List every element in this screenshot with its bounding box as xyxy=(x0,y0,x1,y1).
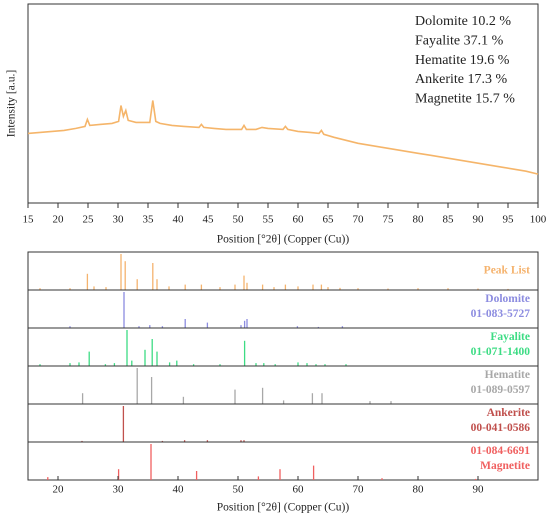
phase-label: Magnetite xyxy=(480,460,530,472)
x-tick-label: 20 xyxy=(53,484,65,496)
x-tick-label: 15 xyxy=(23,214,35,226)
x-tick-label: 60 xyxy=(293,484,305,496)
phase-fraction: Hematite 19.6 % xyxy=(415,53,510,68)
x-tick-label: 80 xyxy=(413,484,425,496)
y-axis-label: Intensity [a.u.] xyxy=(6,70,18,137)
x-tick-label: 85 xyxy=(443,214,455,226)
x-tick-label: 35 xyxy=(143,214,155,226)
x-tick-label: 80 xyxy=(413,214,425,226)
x-tick-label: 70 xyxy=(353,214,365,226)
x-tick-label: 60 xyxy=(293,214,305,226)
x-tick-label: 50 xyxy=(233,214,245,226)
x-axis-label: Position [°2θ] (Copper (Cu)) xyxy=(217,234,350,246)
x-tick-label: 20 xyxy=(53,214,65,226)
phase-label: Ankerite xyxy=(487,407,530,419)
x-tick-label: 75 xyxy=(383,214,395,226)
x-tick-label: 65 xyxy=(323,214,335,226)
xrd-pattern xyxy=(27,100,539,175)
plot-frame xyxy=(27,3,539,204)
x-tick-label: 90 xyxy=(473,484,485,496)
x-tick-label: 40 xyxy=(173,214,185,226)
phase-label: 00-041-0586 xyxy=(471,422,531,434)
x-tick-label: 30 xyxy=(113,484,125,496)
x-tick-label: 95 xyxy=(503,214,515,226)
phase-fraction: Dolomite 10.2 % xyxy=(415,14,511,29)
x-tick-label: 45 xyxy=(203,214,215,226)
x-tick-label: 25 xyxy=(83,214,95,226)
phase-label: Fayalite xyxy=(490,331,530,343)
phase-fraction: Fayalite 37.1 % xyxy=(415,34,504,49)
x-tick-label: 70 xyxy=(353,484,365,496)
phase-label: 01-089-0597 xyxy=(471,384,531,396)
phase-label: Peak List xyxy=(484,265,530,277)
x-tick-label: 55 xyxy=(263,214,275,226)
phase-label: 01-071-1400 xyxy=(471,346,531,358)
x-axis-label: Position [°2θ] (Copper (Cu)) xyxy=(217,502,350,514)
phase-label: 01-083-5727 xyxy=(471,308,531,320)
x-tick-label: 50 xyxy=(233,484,245,496)
phase-label: Dolomite xyxy=(485,293,530,305)
phase-label: 01-084-6691 xyxy=(471,445,531,457)
x-tick-label: 100 xyxy=(530,214,547,226)
phase-label: Hematite xyxy=(485,369,530,381)
x-tick-label: 30 xyxy=(113,214,125,226)
phase-fraction: Magnetite 15.7 % xyxy=(415,91,515,106)
x-tick-label: 40 xyxy=(173,484,185,496)
x-tick-label: 90 xyxy=(473,214,485,226)
phase-fraction: Ankerite 17.3 % xyxy=(415,72,507,87)
